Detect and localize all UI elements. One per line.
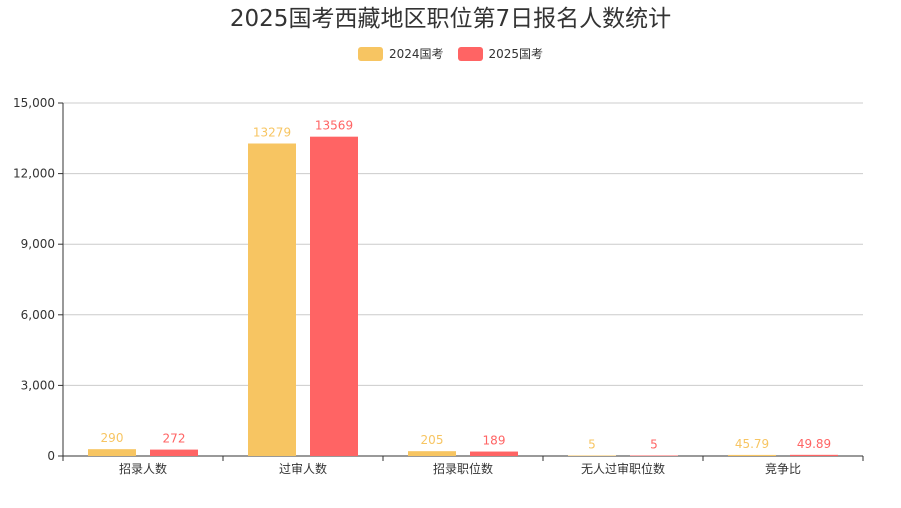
data-label: 205: [421, 433, 444, 447]
bar-2024: [568, 455, 616, 456]
bar-2025: [790, 454, 838, 456]
data-label: 290: [101, 431, 124, 445]
bar-2024: [408, 451, 456, 456]
data-label: 5: [588, 438, 596, 452]
legend-item-2024[interactable]: 2024国考: [357, 45, 444, 62]
bar-2025: [310, 136, 358, 456]
bar-2024: [728, 454, 776, 456]
data-label: 13279: [253, 126, 291, 140]
chart-title: 2025国考西藏地区职位第7日报名人数统计: [229, 6, 672, 32]
legend-swatch-2024: [357, 46, 383, 61]
y-tick-label: 12,000: [13, 167, 55, 181]
data-label: 189: [483, 434, 506, 448]
y-tick-label: 15,000: [13, 96, 55, 110]
legend: 2024国考 2025国考: [0, 45, 901, 62]
y-tick-label: 6,000: [21, 308, 55, 322]
data-label: 49.89: [797, 437, 831, 451]
y-tick-label: 9,000: [21, 237, 55, 251]
bar-2025: [630, 455, 678, 456]
bar-2025: [150, 449, 198, 456]
x-tick-label: 招录职位数: [433, 461, 493, 476]
legend-label-2024: 2024国考: [388, 47, 444, 61]
bar-2025: [470, 451, 518, 456]
x-tick-label: 竞争比: [765, 462, 801, 476]
legend-swatch-2025: [457, 46, 483, 61]
x-tick-label: 过审人数: [279, 461, 327, 476]
data-label: 272: [163, 432, 186, 446]
legend-label-2025: 2025国考: [488, 47, 544, 61]
y-tick-label: 3,000: [21, 378, 55, 392]
data-label: 13569: [315, 119, 353, 133]
data-label: 5: [650, 438, 658, 452]
x-tick-label: 招录人数: [119, 461, 167, 476]
y-tick-label: 0: [47, 449, 55, 463]
bar-2024: [248, 143, 296, 457]
x-tick-label: 无人过审职位数: [581, 461, 665, 476]
data-label: 45.79: [735, 437, 769, 451]
bar-2024: [88, 449, 136, 456]
legend-item-2025[interactable]: 2025国考: [457, 45, 544, 62]
